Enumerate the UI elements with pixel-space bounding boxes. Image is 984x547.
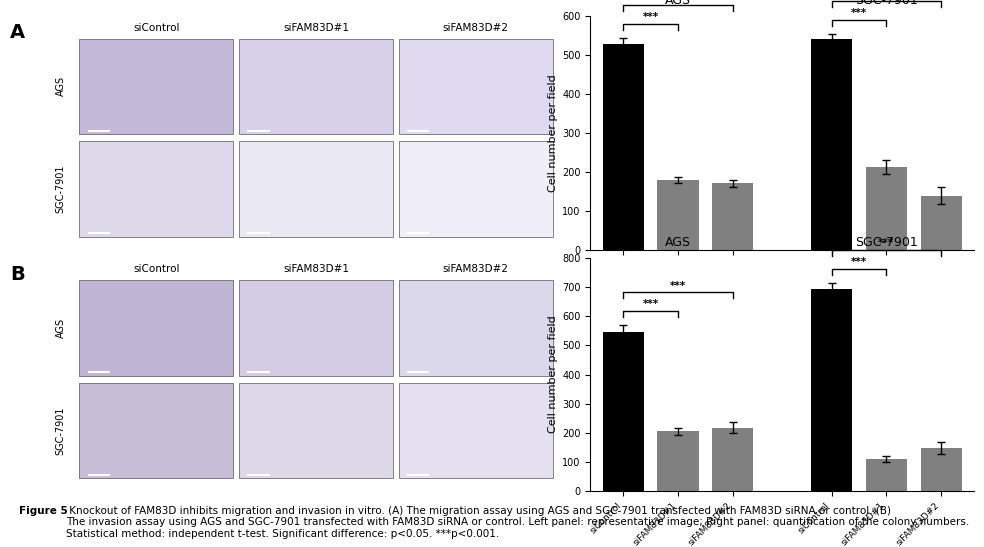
Text: Figure 5: Figure 5: [20, 506, 68, 516]
Text: ***: ***: [851, 8, 867, 18]
Bar: [657, 432, 699, 491]
Bar: [399, 383, 553, 478]
Bar: [80, 141, 233, 237]
Y-axis label: Cell number per field: Cell number per field: [548, 316, 558, 433]
Bar: [239, 280, 393, 376]
Bar: [602, 44, 644, 249]
Text: siFAM83D#2: siFAM83D#2: [443, 23, 509, 33]
Text: ***: ***: [879, 238, 894, 248]
Text: siControl: siControl: [133, 264, 180, 274]
Bar: [239, 38, 393, 134]
Text: SGC-7901: SGC-7901: [55, 406, 66, 455]
Text: siFAM83D#1: siFAM83D#1: [283, 264, 349, 274]
Text: ***: ***: [643, 299, 658, 309]
Text: AGS: AGS: [665, 236, 691, 249]
Bar: [239, 383, 393, 478]
Text: ***: ***: [851, 257, 867, 267]
Bar: [399, 280, 553, 376]
Text: AGS: AGS: [55, 76, 66, 96]
Bar: [399, 141, 553, 237]
Bar: [239, 141, 393, 237]
Text: ***: ***: [670, 0, 686, 3]
Y-axis label: Cell number per field: Cell number per field: [548, 74, 558, 192]
Bar: [811, 289, 852, 491]
Bar: [866, 167, 907, 249]
Bar: [80, 38, 233, 134]
Text: B: B: [10, 265, 25, 284]
Bar: [811, 38, 852, 249]
Text: Knockout of FAM83D inhibits migration and invasion in vitro. (A) The migration a: Knockout of FAM83D inhibits migration an…: [66, 506, 969, 539]
Bar: [921, 196, 961, 249]
Bar: [921, 448, 961, 491]
Text: A: A: [10, 24, 25, 43]
Text: ***: ***: [643, 12, 658, 22]
Bar: [399, 38, 553, 134]
Bar: [657, 181, 699, 249]
Text: AGS: AGS: [665, 0, 691, 7]
Text: AGS: AGS: [55, 318, 66, 338]
Bar: [712, 428, 754, 491]
Text: SGC-7901: SGC-7901: [855, 0, 918, 7]
Text: SGC-7901: SGC-7901: [55, 165, 66, 213]
Text: siFAM83D#2: siFAM83D#2: [443, 264, 509, 274]
Bar: [602, 332, 644, 491]
Bar: [866, 459, 907, 491]
Text: siFAM83D#1: siFAM83D#1: [283, 23, 349, 33]
Text: siControl: siControl: [133, 23, 180, 33]
Bar: [80, 280, 233, 376]
Text: ***: ***: [670, 281, 686, 290]
Text: SGC-7901: SGC-7901: [855, 236, 918, 249]
Bar: [80, 383, 233, 478]
Bar: [712, 183, 754, 249]
